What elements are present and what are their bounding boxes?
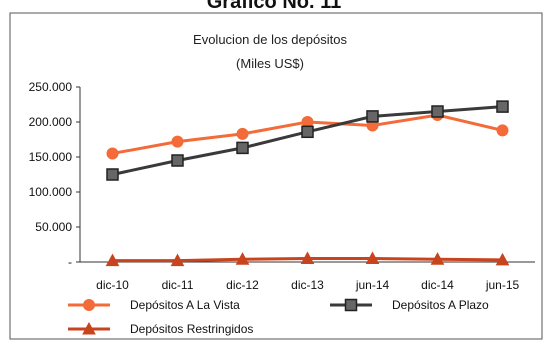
series-3-point: [235, 252, 250, 265]
series-2-point: [106, 168, 119, 181]
x-tick-label: dic-11: [162, 278, 194, 292]
series-1-point: [236, 127, 249, 140]
x-tick-label: dic-14: [421, 278, 454, 292]
outer-title: Grafico No. 11: [206, 0, 342, 13]
x-tick-labels: dic-10 dic-11 dic-12 dic-13 jun-14 dic-14 jun-…: [96, 278, 519, 292]
legend-label: Depósitos A La Vista: [130, 298, 240, 312]
series-2-point: [301, 125, 314, 139]
series-2-point: [171, 154, 184, 167]
legend: Depósitos A La Vista Depósitos A Plazo Dep…: [68, 298, 489, 336]
chart-subtitle: (Miles US$): [236, 56, 304, 71]
series-3-point: [365, 251, 380, 264]
legend-label: Depósitos A Plazo: [392, 298, 489, 312]
series-1-point: [106, 147, 119, 160]
y-tick-label: 100.000: [29, 185, 73, 199]
y-tick-label: 200.000: [29, 115, 73, 129]
legend-label: Depósitos Restringidos: [130, 322, 253, 336]
chart-title: Evolucion de los depósitos: [193, 32, 347, 47]
y-tick-label: -: [68, 255, 72, 269]
legend-swatch-marker: [83, 299, 95, 311]
series-3-point: [430, 252, 445, 265]
x-tick-label: dic-10: [96, 278, 129, 292]
series-3-point: [105, 253, 120, 267]
series-1-point: [171, 135, 184, 148]
series-3-point: [170, 253, 185, 267]
chart-frame: [9, 12, 543, 340]
series-3-point: [300, 251, 315, 264]
y-tick-label: 50.000: [35, 220, 72, 234]
y-tick-labels: 250.000 200.000 150.000 100.000 50.000 -: [29, 80, 80, 269]
series-2-point: [496, 100, 509, 113]
x-tick-label: jun-14: [355, 278, 390, 292]
series-2-point: [366, 110, 379, 123]
x-tick-label: dic-13: [291, 278, 324, 292]
x-tick-label: dic-12: [226, 278, 259, 292]
legend-swatch-marker: [344, 298, 358, 312]
series-2-point: [236, 141, 249, 155]
series-3-point: [495, 252, 510, 266]
series-lines: [105, 100, 510, 267]
x-tick-label: jun-15: [485, 278, 520, 292]
series-2-point: [431, 105, 444, 118]
legend-swatch-marker: [82, 321, 96, 335]
y-tick-label: 250.000: [29, 80, 73, 94]
y-tick-label: 150.000: [29, 150, 73, 164]
series-1-point: [496, 124, 509, 137]
